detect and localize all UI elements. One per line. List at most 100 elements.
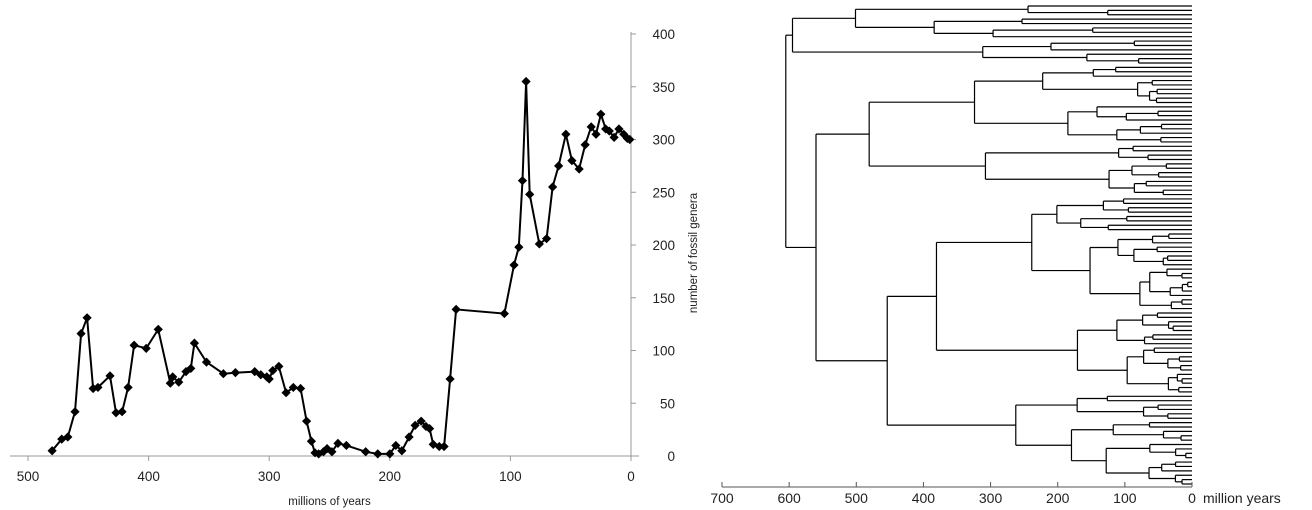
data-point-marker: [268, 365, 278, 376]
phylogenetic-tree-chart: 700 600 500 400 300 200 100 0 million years: [710, 5, 1281, 506]
data-point-marker: [586, 122, 596, 132]
fossil-genera-series-line: [51, 81, 631, 455]
data-point-marker: [295, 383, 306, 394]
data-point-marker: [548, 182, 558, 192]
data-point-marker: [218, 369, 228, 379]
data-point-marker: [168, 372, 178, 382]
data-point-marker: [397, 446, 407, 456]
data-point-marker: [301, 416, 312, 426]
right-chart-tick-labels: 700 600 500 400 300 200 100 0: [710, 490, 1196, 506]
data-point-marker: [76, 329, 86, 339]
tree-tick-label: 700: [710, 490, 734, 506]
data-point-marker: [625, 134, 635, 145]
data-point-marker: [153, 324, 163, 334]
data-point-marker: [554, 161, 564, 171]
left-x-tick-label: 200: [379, 469, 402, 484]
left-x-tick-label: 300: [258, 469, 281, 484]
data-point-marker: [434, 441, 444, 452]
data-point-marker: [541, 234, 552, 244]
tree-tick-label: 100: [1113, 490, 1137, 506]
left-x-tick-label: 400: [137, 469, 160, 484]
data-point-marker: [451, 304, 461, 314]
data-point-marker: [318, 447, 329, 457]
left-y-tick-label: 400: [652, 27, 675, 42]
data-point-marker: [424, 423, 435, 434]
right-x-axis-label: million years: [1203, 490, 1281, 506]
left-y-axis-label: number of fossil genera: [688, 192, 700, 313]
data-point-marker: [93, 382, 103, 393]
data-point-marker: [591, 129, 601, 139]
tree-tick-label: 400: [912, 490, 936, 506]
left-y-tick-label: 350: [652, 80, 675, 95]
data-point-marker: [189, 338, 200, 348]
data-point-marker: [525, 189, 535, 199]
data-point-marker: [70, 407, 80, 417]
data-point-marker: [230, 368, 241, 378]
data-point-marker: [410, 420, 420, 431]
data-point-marker: [509, 260, 519, 270]
left-y-tick-label: 100: [652, 344, 675, 359]
left-y-tick-label: 200: [652, 238, 675, 253]
data-point-marker: [288, 382, 298, 393]
data-point-marker: [534, 239, 544, 249]
data-point-marker: [521, 76, 531, 87]
left-y-tick-label: 0: [667, 449, 675, 464]
fossil-genera-series-markers: [47, 76, 635, 459]
data-point-marker: [421, 421, 431, 432]
data-point-marker: [306, 436, 317, 446]
tree-tick-label: 500: [845, 490, 869, 506]
data-point-marker: [499, 308, 509, 319]
data-point-marker: [561, 129, 571, 139]
data-point-marker: [574, 164, 584, 174]
left-x-tick-label: 500: [17, 469, 40, 484]
data-point-marker: [580, 140, 590, 150]
data-point-marker: [250, 367, 260, 377]
tree-tick-label: 600: [777, 490, 801, 506]
data-point-marker: [619, 129, 629, 139]
data-point-marker: [123, 382, 133, 393]
data-point-marker: [310, 448, 320, 458]
data-point-marker: [327, 447, 337, 457]
data-point-marker: [391, 440, 401, 451]
fossil-genera-line-chart: 500 400 300 200 100 0 0 50 100 150 200 250 300 350 400…: [10, 27, 700, 508]
left-y-tick-label: 50: [660, 396, 675, 411]
data-point-marker: [416, 416, 426, 426]
data-point-marker: [47, 446, 57, 456]
data-point-marker: [341, 440, 351, 451]
data-point-marker: [111, 408, 121, 418]
data-point-marker: [567, 156, 577, 166]
data-point-marker: [404, 432, 414, 442]
left-x-tick-label: 100: [499, 469, 522, 484]
tree-tick-label: 200: [1046, 490, 1070, 506]
data-point-marker: [614, 124, 624, 134]
data-point-marker: [445, 374, 455, 384]
data-point-marker: [174, 377, 184, 387]
data-point-marker: [514, 242, 524, 252]
data-point-marker: [322, 444, 332, 454]
left-x-axis-label: millions of years: [288, 496, 371, 508]
data-point-marker: [186, 363, 196, 374]
right-chart-axes: [721, 482, 1193, 488]
data-point-marker: [88, 383, 98, 394]
data-point-marker: [117, 407, 127, 417]
left-chart-tick-labels: 500 400 300 200 100 0 0 50 100 150 200 250 300 350 400: [17, 27, 675, 484]
data-point-marker: [274, 361, 284, 371]
data-point-marker: [373, 449, 383, 459]
left-y-tick-label: 150: [652, 291, 675, 306]
left-chart-axes: [10, 32, 639, 461]
data-point-marker: [201, 357, 212, 367]
data-point-marker: [604, 126, 614, 136]
data-point-marker: [82, 313, 92, 323]
left-y-tick-label: 300: [652, 133, 675, 148]
tree-tick-label: 0: [1188, 490, 1196, 506]
data-point-marker: [63, 432, 73, 442]
data-point-marker: [141, 343, 151, 353]
left-x-tick-label: 0: [627, 469, 635, 484]
left-y-tick-label: 250: [652, 185, 675, 200]
data-point-marker: [596, 109, 606, 119]
data-point-marker: [264, 374, 274, 384]
data-point-marker: [105, 371, 115, 381]
data-point-marker: [129, 340, 139, 350]
data-point-marker: [385, 449, 395, 459]
